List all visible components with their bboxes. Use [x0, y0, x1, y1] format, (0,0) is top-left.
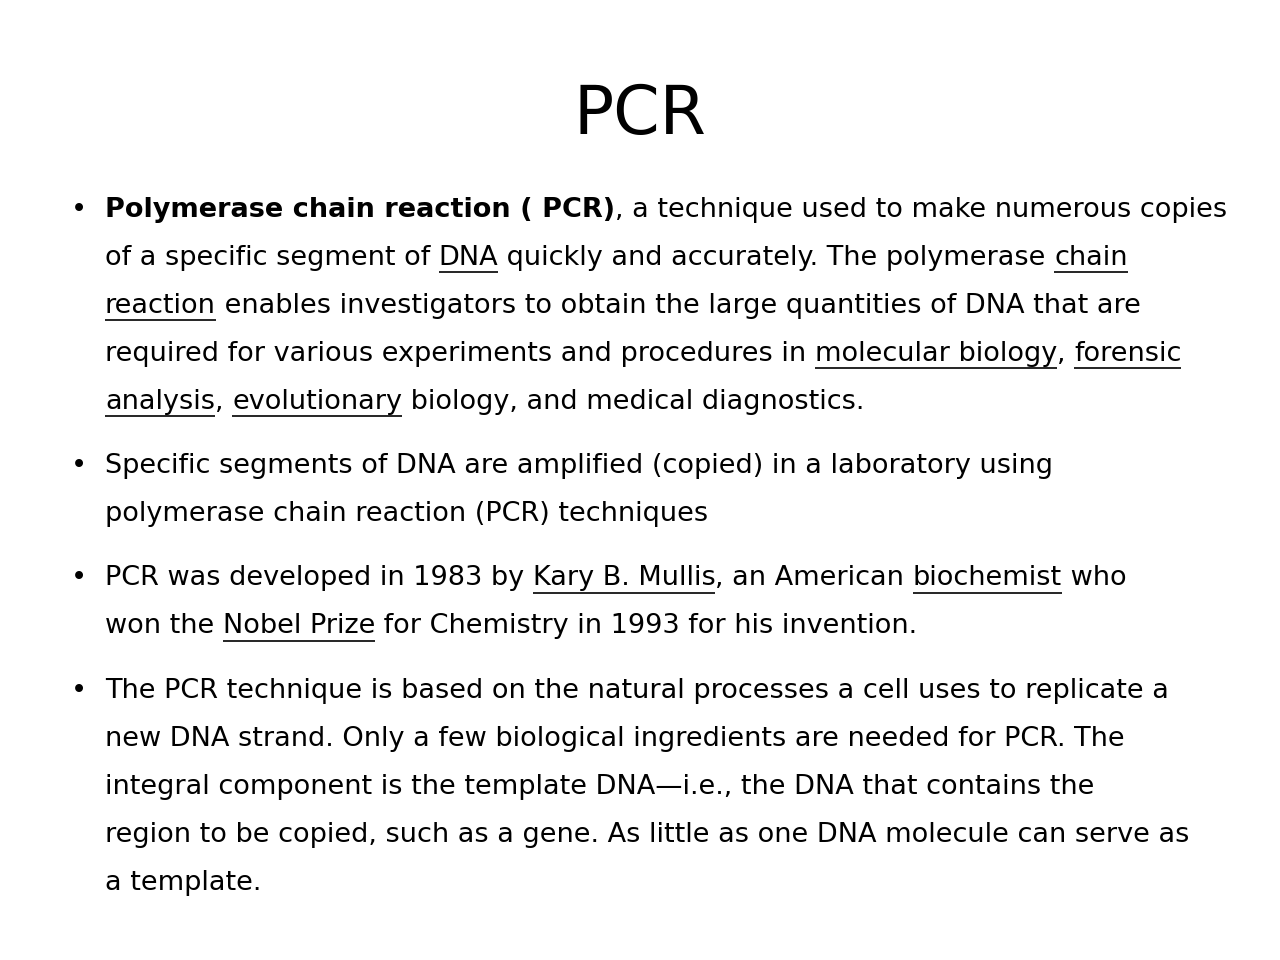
Text: quickly and accurately. The polymerase: quickly and accurately. The polymerase: [498, 245, 1055, 271]
Text: integral component is the template DNA—i.e., the DNA that contains the: integral component is the template DNA—i…: [105, 774, 1094, 800]
Text: required for various experiments and procedures in: required for various experiments and pro…: [105, 341, 814, 367]
Text: forensic: forensic: [1074, 341, 1181, 367]
Text: Nobel Prize: Nobel Prize: [223, 613, 375, 639]
Text: molecular biology: molecular biology: [814, 341, 1057, 367]
Text: for Chemistry in 1993 for his invention.: for Chemistry in 1993 for his invention.: [375, 613, 918, 639]
Text: enables investigators to obtain the large quantities of DNA that are: enables investigators to obtain the larg…: [216, 293, 1140, 319]
Text: new DNA strand. Only a few biological ingredients are needed for PCR. The: new DNA strand. Only a few biological in…: [105, 726, 1125, 752]
Text: •: •: [70, 678, 87, 704]
Text: biology, and medical diagnostics.: biology, and medical diagnostics.: [402, 389, 864, 415]
Text: of a specific segment of: of a specific segment of: [105, 245, 439, 271]
Text: who: who: [1062, 565, 1126, 591]
Text: •: •: [70, 197, 87, 223]
Text: Kary B. Mullis: Kary B. Mullis: [532, 565, 716, 591]
Text: polymerase chain reaction (PCR) techniques: polymerase chain reaction (PCR) techniqu…: [105, 501, 708, 527]
Text: DNA: DNA: [439, 245, 498, 271]
Text: won the: won the: [105, 613, 223, 639]
Text: The PCR technique is based on the natural processes a cell uses to replicate a: The PCR technique is based on the natura…: [105, 678, 1169, 704]
Text: •: •: [70, 453, 87, 479]
Text: ,: ,: [1057, 341, 1074, 367]
Text: , an American: , an American: [716, 565, 913, 591]
Text: region to be copied, such as a gene. As little as one DNA molecule can serve as: region to be copied, such as a gene. As …: [105, 822, 1189, 848]
Text: evolutionary: evolutionary: [232, 389, 402, 415]
Text: ,: ,: [215, 389, 232, 415]
Text: chain: chain: [1055, 245, 1128, 271]
Text: PCR: PCR: [573, 82, 707, 148]
Text: Polymerase chain reaction ( PCR): Polymerase chain reaction ( PCR): [105, 197, 616, 223]
Text: analysis: analysis: [105, 389, 215, 415]
Text: , a technique used to make numerous copies: , a technique used to make numerous copi…: [616, 197, 1228, 223]
Text: biochemist: biochemist: [913, 565, 1062, 591]
Text: a template.: a template.: [105, 870, 261, 896]
Text: reaction: reaction: [105, 293, 216, 319]
Text: •: •: [70, 565, 87, 591]
Text: Specific segments of DNA are amplified (copied) in a laboratory using: Specific segments of DNA are amplified (…: [105, 453, 1053, 479]
Text: PCR was developed in 1983 by: PCR was developed in 1983 by: [105, 565, 532, 591]
